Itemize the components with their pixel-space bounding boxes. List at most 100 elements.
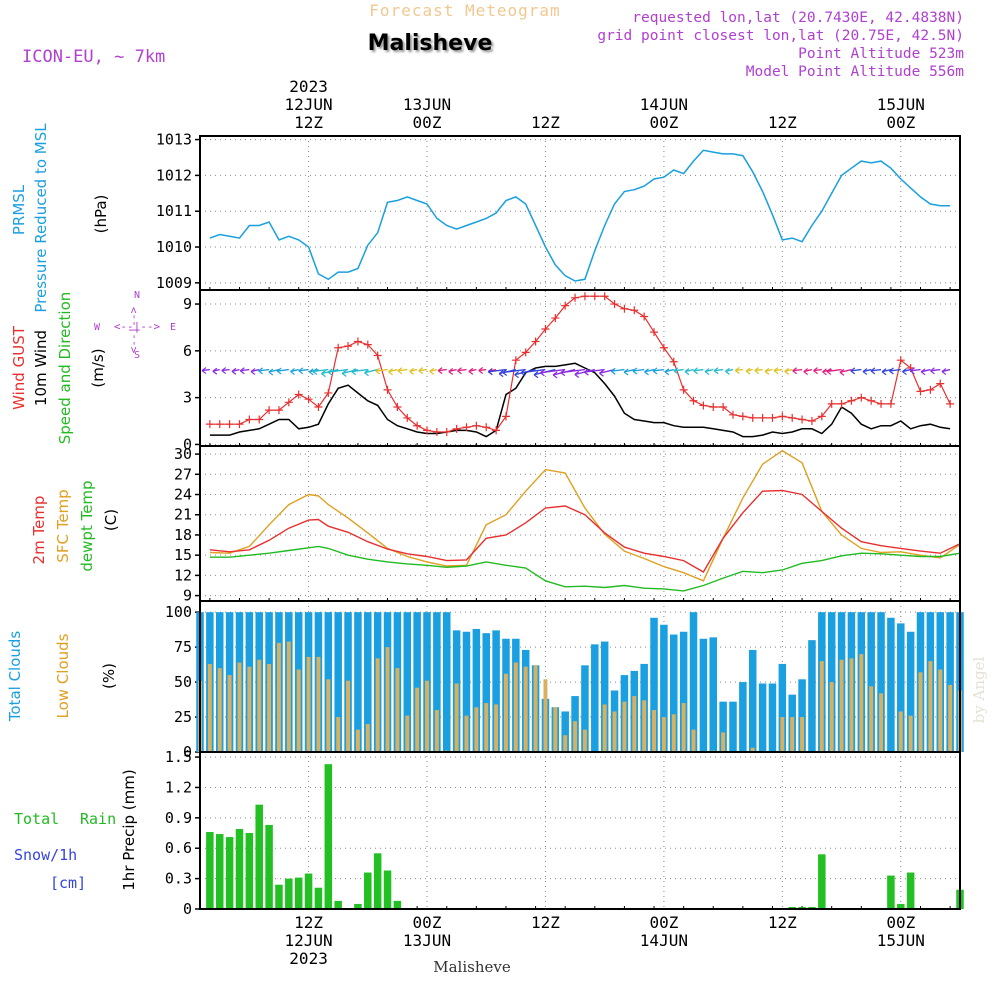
gust-marker <box>827 399 836 408</box>
low-cloud-bar <box>829 682 834 752</box>
low-cloud-bar <box>217 668 222 752</box>
total-cloud-bar <box>443 612 451 752</box>
total-cloud-bar <box>798 679 806 752</box>
y-tick-label: 100 <box>165 603 192 621</box>
low-cloud-bar <box>849 658 854 752</box>
y-tick-label: 75 <box>174 638 192 656</box>
bottom-time-label: 00Z <box>886 913 915 932</box>
low-cloud-bar <box>839 659 844 752</box>
compass-north: N <box>134 290 140 301</box>
gust-marker <box>294 390 303 399</box>
panel-frame-pressure <box>199 135 961 291</box>
wind-direction-arrow <box>773 368 783 372</box>
precip-bar <box>304 873 313 909</box>
low-cloud-bar <box>237 662 242 752</box>
bottom-time-label: 12Z <box>768 913 797 932</box>
total-cloud-bar <box>768 683 777 752</box>
compass-ns-arrow: <--|--> <box>127 306 140 353</box>
wind-arrow-head <box>321 370 326 378</box>
wind-arrow-head <box>839 368 845 376</box>
precip-bar <box>285 878 293 909</box>
wind-arrow-head <box>487 368 493 376</box>
wind-arrow-head <box>231 367 237 375</box>
info-line: Point Altitude 523m <box>798 46 964 62</box>
y-tick-label: 0 <box>183 900 192 918</box>
precip-bar <box>906 872 915 909</box>
total-cloud-bar <box>561 711 569 752</box>
gust-marker <box>423 426 432 435</box>
wind-direction-arrow <box>201 368 210 372</box>
low-cloud-bar <box>800 717 805 752</box>
wind-unit-label: (m/s) <box>89 348 107 387</box>
low-cloud-bar <box>642 700 647 752</box>
gust-marker <box>620 304 629 313</box>
total-cloud-bar <box>946 612 954 752</box>
precip-bar <box>364 872 372 909</box>
wind-direction-arrow <box>457 368 467 372</box>
wind-arrow-head <box>664 368 670 376</box>
low-clouds-label: Low Clouds <box>54 633 72 718</box>
bottom-time-label: 12Z <box>294 913 323 932</box>
top-time-label: 12Z <box>294 113 323 132</box>
total-cloud-bar <box>581 665 589 752</box>
wind-arrow-head <box>351 368 356 376</box>
wind-direction-arrow <box>611 368 625 372</box>
total-cloud-bar <box>679 631 688 752</box>
top-time-label: 12Z <box>768 113 797 132</box>
precip-snow-unit-label: [cm] <box>50 874 86 892</box>
wind-direction-arrow <box>240 368 250 372</box>
gust-marker <box>324 388 333 397</box>
gust-marker <box>403 413 412 422</box>
low-cloud-bar <box>533 665 538 752</box>
compass-we-arrow: <--|--> <box>114 320 161 333</box>
gust-marker <box>847 396 856 405</box>
y-tick-label: 21 <box>174 506 192 524</box>
low-cloud-bar <box>405 715 410 752</box>
wind-arrow-head <box>644 368 649 376</box>
low-cloud-bar <box>454 683 459 752</box>
wind-arrow-head <box>533 371 539 379</box>
wind-arrow-head <box>764 367 770 375</box>
top-time-label: 14JUN <box>640 95 688 114</box>
gust-marker <box>768 413 777 422</box>
precip-bar <box>897 903 905 909</box>
y-tick-label: 30 <box>174 445 192 463</box>
low-cloud-bar <box>543 679 548 752</box>
low-cloud-bar <box>257 659 262 752</box>
precip-bar <box>887 875 895 909</box>
low-cloud-bar <box>504 673 508 752</box>
y-tick-label: 1.2 <box>165 778 192 796</box>
gust-marker <box>590 292 599 301</box>
wind-direction-arrow <box>644 368 655 373</box>
gust-marker <box>778 412 787 421</box>
gust-marker <box>877 399 886 408</box>
wind-arrow-head <box>268 368 274 376</box>
y-tick-label: 1010 <box>156 238 192 256</box>
total-cloud-bar <box>739 682 747 752</box>
wind-direction-arrow <box>277 368 289 372</box>
wind-direction-arrow <box>560 368 586 374</box>
panel-frames <box>199 135 961 910</box>
wind-arrow-head <box>290 368 295 376</box>
gust-marker <box>610 300 619 309</box>
gust-marker <box>857 393 866 402</box>
y-tick-label: 6 <box>183 342 192 360</box>
wind-arrow-head <box>941 368 947 376</box>
wind-arrow-head <box>784 367 790 375</box>
wind-direction-arrow <box>375 368 388 372</box>
wind-arrow-head <box>599 369 604 377</box>
gust-marker <box>521 348 530 357</box>
precip-snow-label: Snow/1h <box>14 846 77 864</box>
gust-marker <box>501 412 510 421</box>
precip-bar <box>383 870 392 909</box>
wind-arrow-head <box>437 367 443 375</box>
gust-marker <box>640 312 649 321</box>
total-cloud-bar <box>433 612 441 752</box>
gust-marker <box>442 427 451 436</box>
low-cloud-bar <box>553 707 558 752</box>
gust-marker <box>709 403 718 411</box>
wind-arrow-head <box>610 367 616 375</box>
wind-gust-label: Wind GUST <box>10 325 28 410</box>
